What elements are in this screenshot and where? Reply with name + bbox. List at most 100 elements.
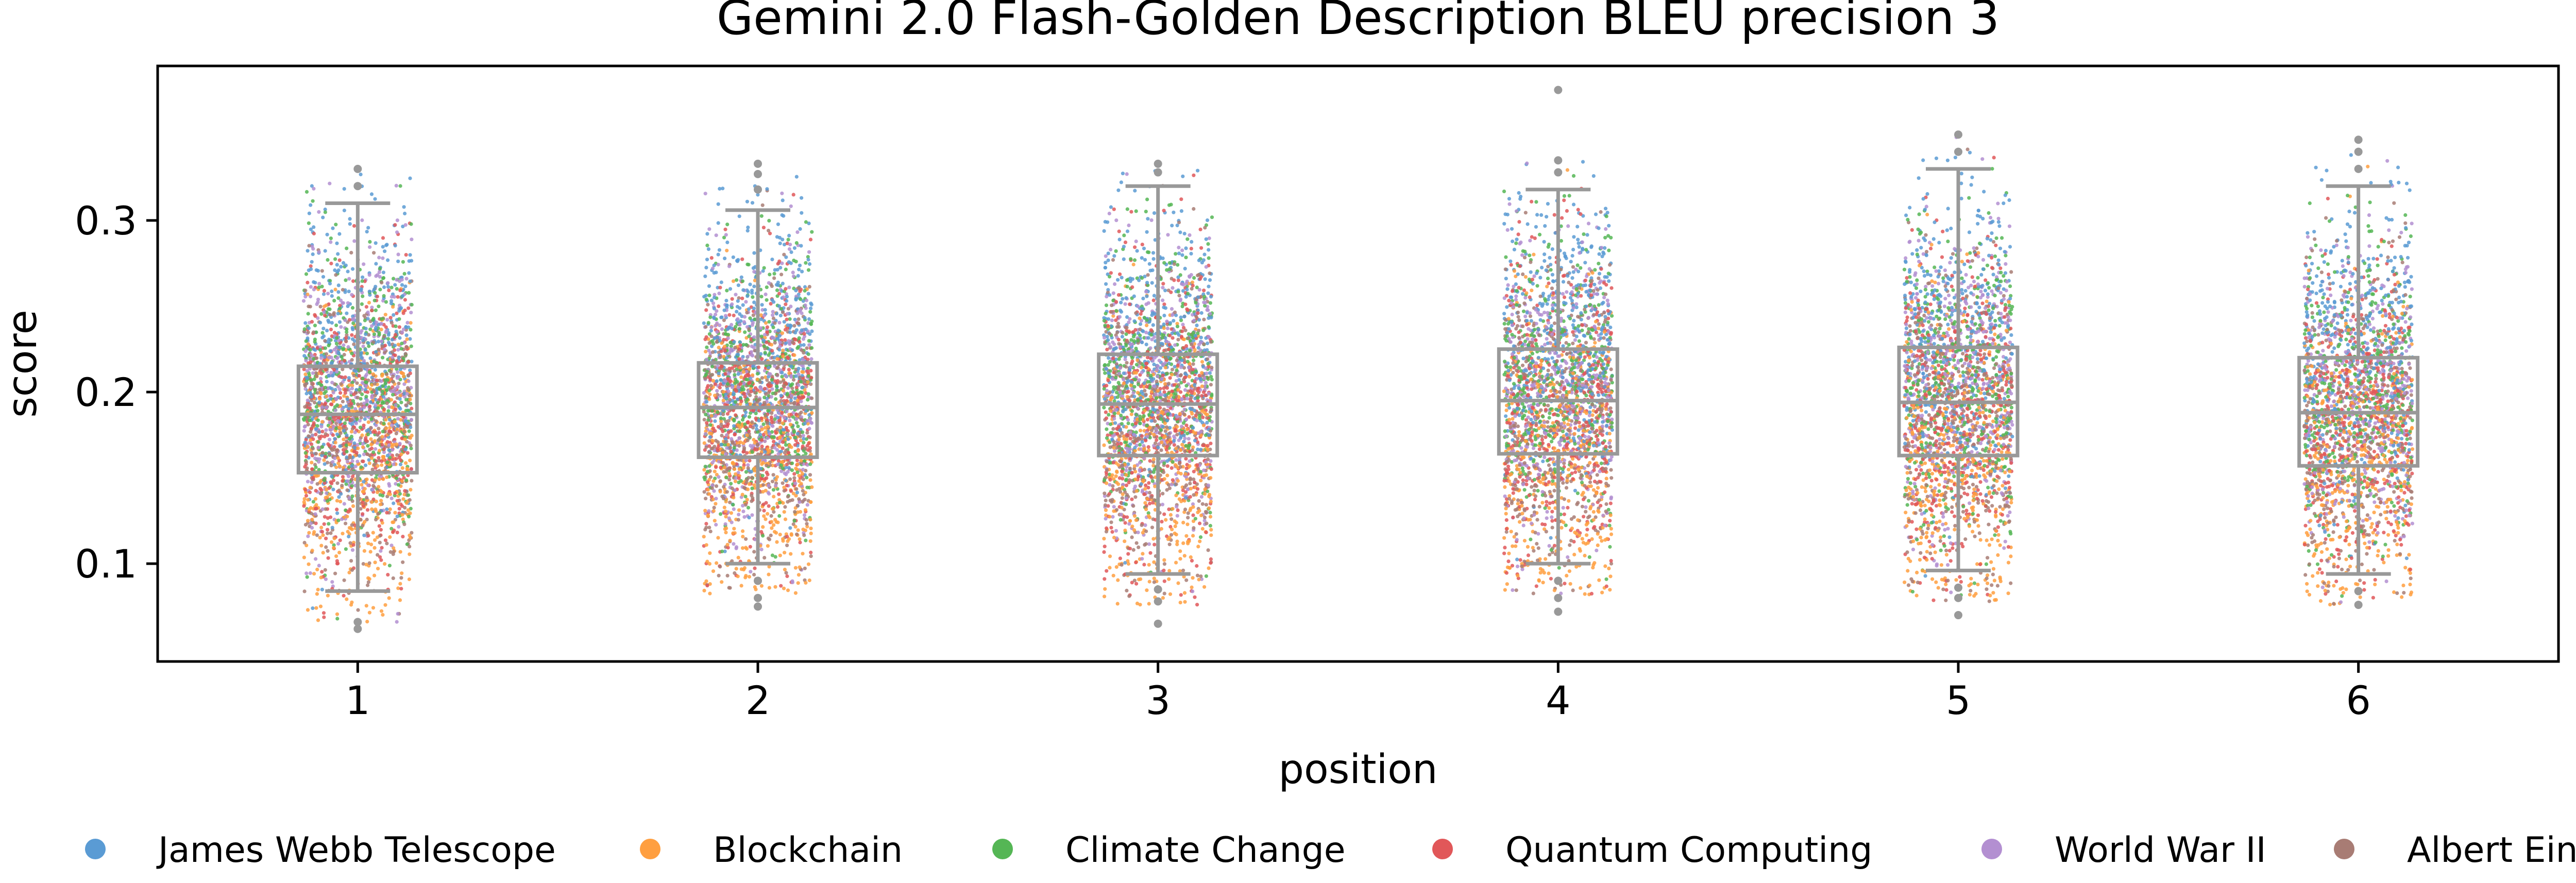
strip-point xyxy=(362,534,366,537)
strip-point xyxy=(382,407,386,411)
strip-point xyxy=(344,547,348,551)
strip-point xyxy=(363,549,366,553)
strip-point xyxy=(397,525,400,529)
strip-point xyxy=(323,392,326,395)
strip-point xyxy=(378,287,382,291)
strip-point xyxy=(409,398,412,401)
strip-point xyxy=(808,518,812,521)
strip-point xyxy=(340,517,344,521)
strip-point xyxy=(364,563,368,566)
strip-point xyxy=(781,481,785,485)
strip-point xyxy=(762,401,766,404)
strip-point xyxy=(374,241,378,245)
strip-point xyxy=(360,433,364,437)
strip-point xyxy=(343,318,347,322)
strip-point xyxy=(770,284,774,288)
strip-point xyxy=(725,476,728,479)
strip-point xyxy=(352,224,356,228)
strip-point xyxy=(373,197,377,201)
strip-point xyxy=(371,484,375,487)
strip-point xyxy=(387,448,391,452)
strip-point xyxy=(733,388,737,392)
strip-point xyxy=(319,425,323,429)
strip-point xyxy=(347,277,351,281)
strip-point xyxy=(705,298,708,301)
strip-point xyxy=(374,309,378,312)
strip-point xyxy=(771,313,774,317)
strip-point xyxy=(391,355,394,359)
strip-point xyxy=(383,348,386,351)
strip-point xyxy=(303,288,307,292)
strip-point xyxy=(398,442,402,446)
strip-point xyxy=(775,381,779,385)
strip-point xyxy=(806,398,809,401)
strip-point xyxy=(760,214,764,218)
strip-point xyxy=(725,490,729,494)
strip-point xyxy=(302,504,306,508)
strip-point xyxy=(377,427,380,430)
strip-point xyxy=(741,546,744,550)
strip-point xyxy=(401,372,405,376)
strip-point xyxy=(408,280,412,283)
strip-point xyxy=(789,383,793,387)
strip-point xyxy=(312,232,316,235)
strip-point xyxy=(410,237,413,241)
strip-point xyxy=(792,193,795,196)
strip-point xyxy=(341,400,345,403)
strip-point xyxy=(806,258,810,261)
strip-point xyxy=(703,275,707,278)
strip-point xyxy=(720,434,723,437)
strip-point xyxy=(727,264,731,268)
strip-point xyxy=(775,475,779,479)
strip-point xyxy=(396,295,400,299)
strip-point xyxy=(351,459,354,463)
strip-point xyxy=(729,429,733,433)
strip-point xyxy=(737,372,740,376)
strip-point xyxy=(728,287,732,291)
strip-point xyxy=(355,460,359,463)
strip-point xyxy=(332,424,335,428)
strip-point xyxy=(781,421,785,425)
strip-point xyxy=(727,472,731,476)
strip-point xyxy=(795,386,799,389)
strip-point xyxy=(343,187,346,191)
strip-point xyxy=(347,571,351,574)
strip-point xyxy=(364,384,368,388)
strip-point xyxy=(796,399,800,402)
strip-point xyxy=(732,527,736,531)
strip-point xyxy=(392,380,395,384)
strip-point xyxy=(316,440,320,444)
strip-point xyxy=(765,464,768,467)
strip-point xyxy=(367,301,371,304)
strip-point xyxy=(775,288,779,292)
strip-point xyxy=(371,450,375,454)
strip-point xyxy=(799,297,802,301)
strip-point xyxy=(309,521,313,525)
strip-point xyxy=(318,536,322,539)
strip-point xyxy=(378,267,382,270)
strip-point xyxy=(807,268,810,272)
strip-point xyxy=(360,483,363,486)
strip-point xyxy=(345,439,348,443)
strip-point xyxy=(707,294,711,297)
strip-point xyxy=(738,214,741,218)
strip-point xyxy=(385,318,389,321)
strip-point xyxy=(705,369,709,373)
strip-point xyxy=(376,490,379,494)
strip-point xyxy=(326,499,329,503)
strip-point xyxy=(380,317,383,321)
strip-point xyxy=(765,187,769,191)
strip-point xyxy=(791,390,795,394)
strip-point xyxy=(772,435,776,439)
strip-point xyxy=(328,349,332,353)
strip-point xyxy=(352,343,355,346)
strip-point xyxy=(335,507,338,511)
strip-point xyxy=(765,471,769,474)
strip-point xyxy=(750,353,754,356)
strip-point xyxy=(313,340,317,344)
strip-point xyxy=(355,451,359,454)
strip-point xyxy=(405,333,409,337)
strip-point xyxy=(732,340,736,344)
strip-point xyxy=(772,495,775,498)
strip-point xyxy=(705,584,709,587)
